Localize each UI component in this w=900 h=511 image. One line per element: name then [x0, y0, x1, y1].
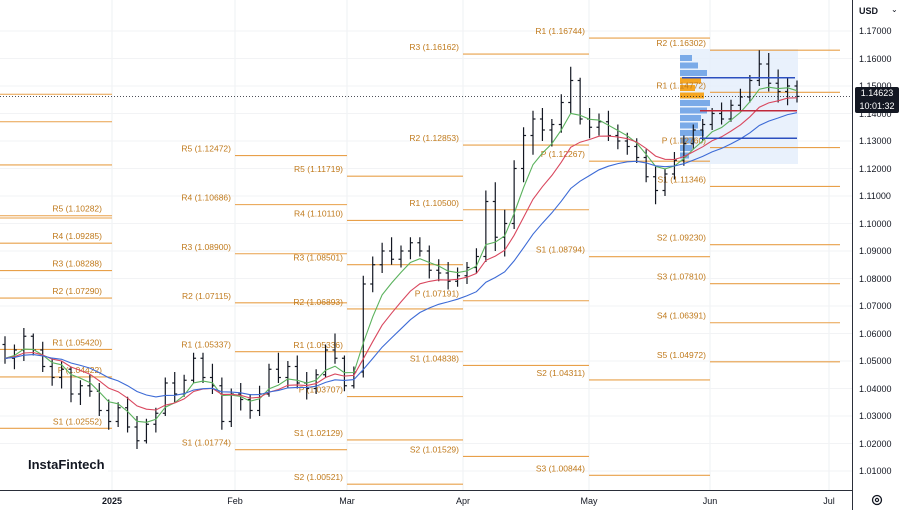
- price-tick-label: 1.13000: [859, 136, 892, 146]
- volume-profile-bar: [680, 70, 707, 76]
- pivot-label: S2 (1.01529): [410, 444, 459, 454]
- volume-profile-bar: [680, 122, 698, 129]
- time-tick-label: Mar: [339, 496, 355, 506]
- pivot-label: P (1.12267): [541, 149, 585, 159]
- volume-profile-bar: [680, 92, 704, 99]
- pivot-label: R1 (1.05420): [52, 337, 102, 347]
- time-axis[interactable]: 2025 Feb Mar Apr May Jun Jul: [0, 490, 852, 511]
- pivot-label: S1 (1.04838): [410, 353, 459, 363]
- pivot-label: R5 (1.11719): [294, 164, 343, 174]
- volume-profile-area: [680, 49, 798, 164]
- settings-icon[interactable]: [871, 494, 883, 506]
- price-tick-label: 1.16000: [859, 53, 892, 64]
- pivot-label: R1 (1.16744): [535, 26, 585, 36]
- pivot-label: R2 (1.07290): [52, 286, 102, 296]
- volume-profile-bar: [680, 115, 701, 121]
- current-price-tag: 1.14623 10:01:32: [855, 87, 899, 114]
- time-tick-label: Feb: [227, 496, 243, 506]
- pivot-label: P (1.03707): [299, 385, 343, 395]
- pivot-label: S1 (1.02552): [53, 416, 102, 426]
- price-tick-label: 1.15000: [859, 81, 892, 91]
- instafintech-logo: InstaFintech: [0, 447, 108, 485]
- pivot-label: S3 (1.07810): [657, 272, 706, 282]
- time-tick-label: Jul: [823, 496, 835, 506]
- price-tick-label: 1.04000: [859, 383, 892, 394]
- price-tick-label: 1.09000: [859, 246, 892, 256]
- pivot-label: R3 (1.08501): [293, 253, 343, 263]
- logo-text: InstaFintech: [28, 457, 105, 472]
- volume-profile-bar: [680, 130, 704, 136]
- volume-profile-bar: [680, 137, 695, 144]
- pivot-label: P (1.07191): [415, 289, 459, 299]
- pivot-label: R3 (1.08900): [181, 242, 231, 252]
- pivot-label: R2 (1.16302): [656, 38, 706, 48]
- pivot-label: R2 (1.06893): [293, 297, 343, 307]
- price-tick-label: 1.08000: [859, 273, 892, 284]
- currency-selector[interactable]: USD: [859, 6, 879, 16]
- pivot-label: R2 (1.12853): [409, 133, 459, 143]
- volume-profile-bar: [680, 77, 701, 84]
- price-tick-label: 1.10000: [859, 218, 892, 229]
- volume-profile-bar: [680, 152, 689, 159]
- pivot-label: S2 (1.04311): [536, 368, 585, 378]
- pivot-label: S1 (1.01774): [182, 438, 231, 448]
- pivot-label: R5 (1.10282): [52, 204, 102, 214]
- pivot-label: R1 (1.05337): [181, 340, 231, 350]
- pivot-label: R5 (1.12472): [181, 144, 231, 154]
- price-tick-label: 1.14000: [859, 108, 892, 119]
- pivot-label: S5 (1.04972): [657, 350, 706, 360]
- pivot-label: R2 (1.07115): [182, 291, 231, 301]
- pivot-label: S4 (1.06391): [657, 311, 706, 321]
- time-tick-label: Apr: [455, 496, 471, 506]
- time-tick-label: May: [580, 496, 598, 506]
- pivot-label: R1 (1.05336): [293, 340, 343, 350]
- ema-mid-line: [4, 97, 798, 411]
- current-price-value: 1.14623: [860, 88, 894, 99]
- price-tick-label: 1.11000: [859, 191, 891, 201]
- pivot-label: S1 (1.08794): [536, 245, 585, 255]
- pivot-label: R3 (1.08288): [52, 259, 102, 269]
- volume-profile-bar: [680, 145, 692, 151]
- chevron-down-icon[interactable]: ⌄: [891, 5, 898, 14]
- volume-profile-bar: [680, 62, 698, 69]
- price-tick-label: 1.07000: [859, 301, 892, 311]
- price-tick-label: 1.17000: [859, 26, 892, 36]
- pivot-label: R4 (1.10110): [294, 208, 343, 218]
- time-tick-label: 2025: [101, 496, 123, 506]
- pivot-label: R4 (1.10686): [181, 193, 231, 203]
- pivot-label: S3 (1.00844): [536, 463, 585, 473]
- time-tick-label: Jun: [702, 496, 718, 506]
- pivot-label: R1 (1.10500): [409, 198, 459, 208]
- pivot-label: R1 (1.14772): [656, 80, 706, 90]
- volume-profile-bar: [680, 85, 695, 91]
- bar-countdown: 10:01:32: [859, 101, 895, 112]
- volume-profile-bar: [680, 100, 710, 106]
- volume-profile-bar: [680, 55, 692, 61]
- pivot-label: S1 (1.11346): [657, 174, 706, 184]
- price-tick-label: 1.06000: [859, 328, 892, 339]
- ema-slow-line: [4, 112, 798, 398]
- pivot-label: R4 (1.09285): [52, 231, 102, 241]
- pivot-label: S2 (1.00521): [294, 472, 343, 482]
- price-chart[interactable]: R5 (1.10282) R4 (1.09285) R3 (1.08288) R2 (…: [0, 0, 852, 490]
- pivot-label: S1 (1.02129): [294, 428, 343, 438]
- price-tick-label: 1.02000: [859, 438, 892, 449]
- price-tick-label: 1.12000: [859, 163, 892, 174]
- volume-profile-bar: [680, 107, 707, 114]
- ema-fast-line: [4, 86, 798, 423]
- price-tick-label: 1.01000: [859, 466, 892, 476]
- price-tick-label: 1.03000: [859, 411, 892, 421]
- price-axis[interactable]: USD ⌄ 1.17000 1.16000 1.15000 1.14000 1.1300…: [852, 0, 900, 510]
- pivot-label: R3 (1.16162): [409, 42, 459, 52]
- pivot-label: S2 (1.09230): [657, 233, 706, 243]
- price-tick-label: 1.05000: [859, 356, 892, 366]
